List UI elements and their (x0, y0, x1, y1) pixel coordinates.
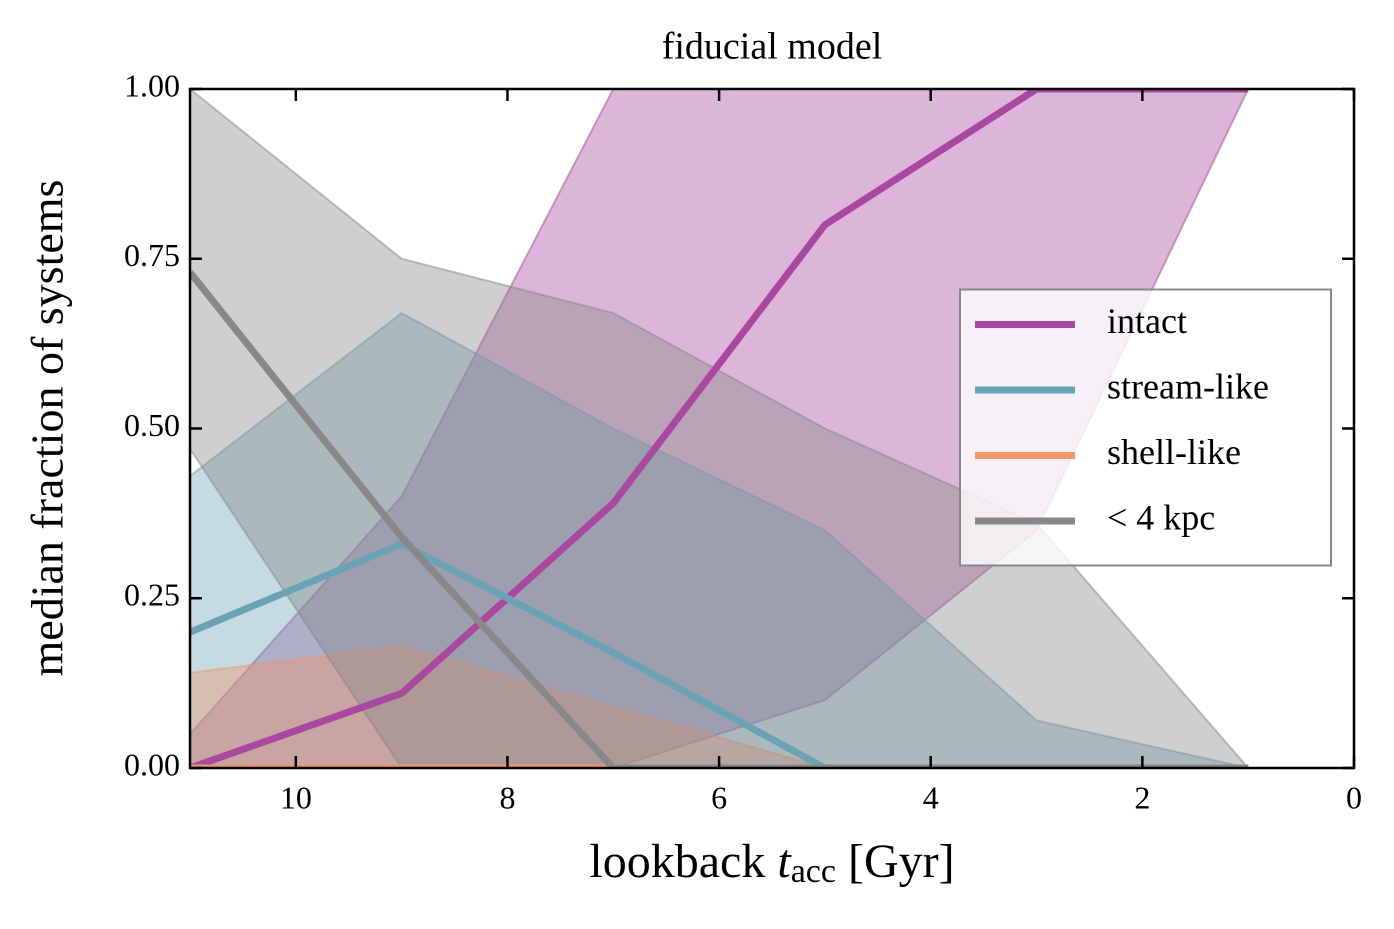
y-tick-label: 0.00 (124, 746, 180, 782)
x-tick-label: 8 (499, 779, 515, 815)
x-axis-label: lookback tacc [Gyr] (589, 835, 954, 896)
line (190, 89, 1249, 768)
chart-title: fiducial model (662, 26, 883, 68)
band (190, 644, 1249, 768)
legend-label: < 4 kpc (1107, 497, 1215, 537)
legend-label: intact (1107, 301, 1187, 341)
y-tick-label: 0.75 (124, 237, 180, 273)
legend-label: shell-like (1107, 432, 1241, 472)
x-tick-label: 4 (923, 779, 939, 815)
x-tick-label: 6 (711, 779, 727, 815)
x-tick-label: 10 (280, 779, 312, 815)
y-tick-label: 0.50 (124, 407, 180, 443)
line (190, 270, 1249, 768)
line (190, 540, 1249, 768)
x-label-part: lookback (589, 835, 765, 888)
x-tick-label: 2 (1134, 779, 1150, 815)
y-tick-label: 1.00 (124, 67, 180, 103)
plot-area (190, 89, 1250, 768)
y-axis-label: median fraction of systems (22, 180, 73, 677)
band (190, 311, 1249, 768)
x-label-part: acc (791, 853, 836, 890)
x-label-part: t (777, 835, 792, 888)
legend-label: stream-like (1107, 366, 1269, 406)
x-label-part: [Gyr] (848, 835, 955, 888)
x-tick-label: 0 (1346, 779, 1362, 815)
y-tick-label: 0.25 (124, 577, 180, 613)
